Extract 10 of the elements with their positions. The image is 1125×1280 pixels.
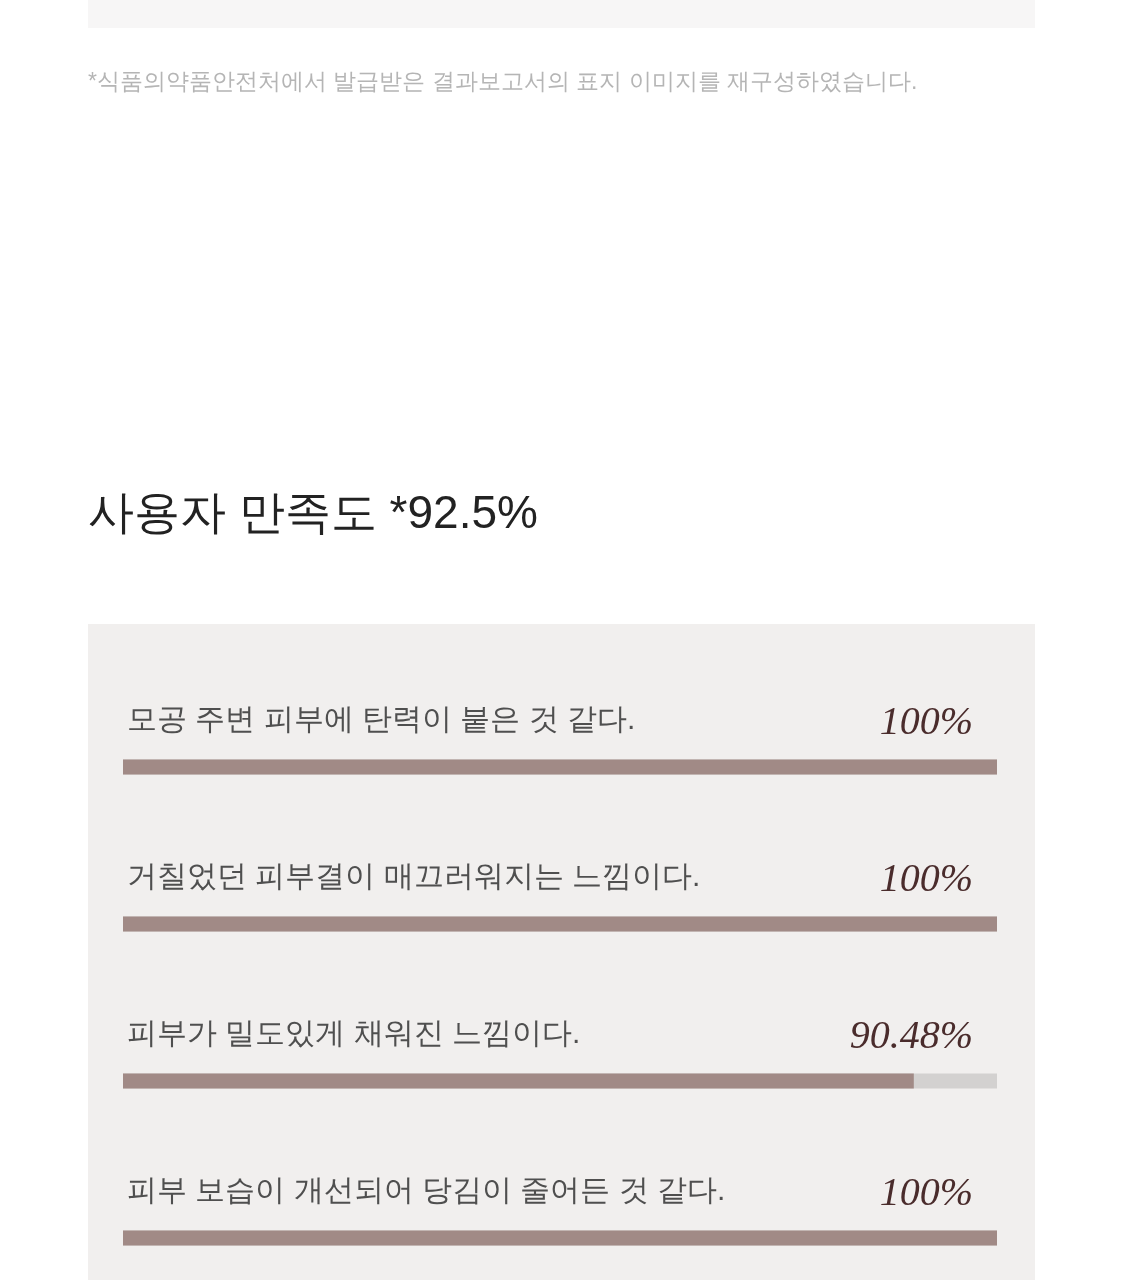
y-tick-label: 거칠었던 피부결이 매끄러워지는 느낌이다. (127, 859, 701, 892)
text: *식품의약품안전처에서 발급받은 결과보고서의 표지 이미지를 재구성하였습니다. (88, 68, 918, 94)
data-label: 100% (879, 855, 973, 900)
data-label: 90.48% (849, 1012, 973, 1057)
y-tick-label: 모공 주변 피부에 탄력이 붙은 것 같다. (127, 702, 636, 735)
data-label: 100% (879, 1169, 973, 1214)
y-tick-label: 피부가 밀도있게 채워진 느낌이다. (127, 1016, 581, 1049)
y-tick-label: 피부 보습이 개선되어 당김이 줄어든 것 같다. (127, 1173, 726, 1206)
data-label: 100% (879, 698, 973, 743)
chart-title: 사용자 만족도 *92.5% (88, 486, 538, 538)
